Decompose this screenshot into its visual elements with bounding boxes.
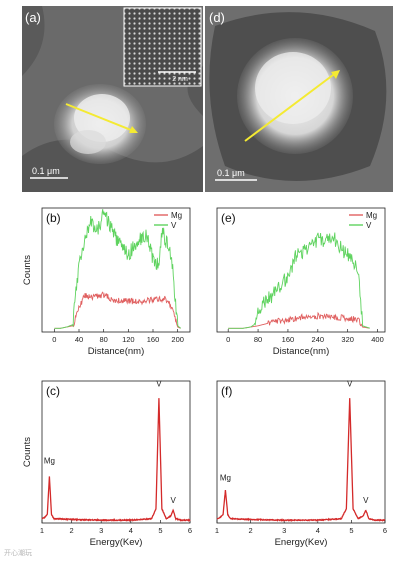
line-scan-arrow-d — [244, 71, 338, 142]
x-tick-label: 240 — [312, 335, 325, 344]
legend-label-v: V — [366, 221, 372, 230]
tem-image-a-canvas: 2 nm 0.1 μm (a) — [22, 6, 203, 192]
x-tick-label: 6 — [188, 526, 192, 535]
panel-label-d: (d) — [209, 10, 225, 25]
line-scan-chart-e: 0 80 160 240 320 400 Distance(nm) Counts (e) MgV — [205, 207, 386, 357]
panel-label-b: (b) — [46, 211, 61, 225]
series-line-spectrum — [41, 398, 191, 523]
peak-label: V — [363, 496, 369, 505]
y-axis-label: Counts — [22, 255, 33, 285]
series-line-v — [54, 209, 181, 329]
watermark: 开心潮玩 — [4, 549, 32, 557]
x-tick-label: 3 — [99, 526, 103, 535]
plot-frame — [41, 380, 191, 524]
plot-panel-b: 0 40 80 120 160 200 Distance(nm) Counts (b) Mg V — [10, 200, 200, 372]
x-tick-label: 80 — [254, 335, 262, 344]
panel-label-f: (f) — [221, 384, 232, 398]
x-tick-label: 4 — [129, 526, 133, 535]
y-axis-label: Counts — [205, 437, 208, 467]
tem-image-d: 0.1 μm (d) — [205, 6, 393, 192]
peak-label: V — [347, 380, 353, 389]
legend-label-v: V — [171, 221, 177, 230]
peak-label: V — [156, 380, 162, 389]
legend-label-mg: Mg — [171, 211, 182, 220]
x-tick-label: 400 — [371, 335, 384, 344]
series-line-mg — [54, 291, 181, 329]
peak-label: V — [170, 496, 176, 505]
x-tick-label: 5 — [349, 526, 353, 535]
panel-label-c: (c) — [46, 384, 60, 398]
x-tick-label: 40 — [75, 335, 83, 344]
x-tick-label: 3 — [282, 526, 286, 535]
plot-panel-c: 1 2 3 4 5 6 Energy(Kev) Counts (c) Mg V V — [10, 375, 200, 553]
x-tick-label: 160 — [282, 335, 295, 344]
x-axis-label: Distance(nm) — [273, 346, 330, 357]
x-tick-label: 80 — [99, 335, 107, 344]
x-tick-label: 4 — [316, 526, 320, 535]
legend-label-mg: Mg — [366, 211, 377, 220]
tem-image-d-canvas: 0.1 μm (d) — [205, 6, 393, 192]
eds-chart-c: 1 2 3 4 5 6 Energy(Kev) Counts (c) Mg V V — [22, 380, 192, 548]
series-line-mg — [228, 311, 370, 329]
tem-image-a: 2 nm 0.1 μm (a) — [22, 6, 203, 192]
line-scan-arrow-a — [65, 103, 137, 133]
plot-frame — [216, 207, 386, 333]
series-line-v — [228, 232, 370, 329]
panel-label-a: (a) — [25, 10, 41, 25]
x-tick-label: 6 — [383, 526, 387, 535]
x-tick-label: 2 — [70, 526, 74, 535]
x-tick-label: 0 — [52, 335, 56, 344]
plot-panel-f: 1 2 3 4 5 6 Energy(Kev) Counts (f) Mg V V — [205, 375, 395, 553]
scale-label-d: 0.1 μm — [217, 168, 245, 178]
x-tick-label: 1 — [215, 526, 219, 535]
scale-label-a: 0.1 μm — [32, 166, 60, 176]
peak-label: Mg — [44, 456, 55, 465]
x-axis-label: Energy(Kev) — [90, 537, 143, 548]
plot-frame — [216, 380, 386, 524]
y-axis-label: Counts — [22, 437, 33, 467]
x-tick-label: 160 — [147, 335, 160, 344]
x-tick-label: 320 — [341, 335, 354, 344]
y-axis-label: Counts — [205, 255, 208, 285]
inset-scale-label: 2 nm — [172, 76, 188, 83]
x-tick-label: 120 — [122, 335, 135, 344]
line-scan-chart-b: 0 40 80 120 160 200 Distance(nm) Counts (b) MgV — [22, 207, 191, 357]
x-tick-label: 200 — [171, 335, 184, 344]
plot-panel-e: 0 80 160 240 320 400 Distance(nm) Counts (e) Mg V — [205, 200, 395, 372]
x-axis-label: Energy(Kev) — [275, 537, 328, 548]
eds-chart-f: 1 2 3 4 5 6 Energy(Kev) Counts (f) Mg V V — [205, 380, 387, 548]
inset-hrtem — [124, 8, 201, 86]
x-tick-label: 5 — [158, 526, 162, 535]
peak-label: Mg — [220, 473, 231, 482]
panel-label-e: (e) — [221, 211, 236, 225]
x-tick-label: 0 — [226, 335, 230, 344]
plot-frame — [41, 207, 191, 333]
series-line-spectrum — [216, 398, 386, 523]
x-tick-label: 1 — [40, 526, 44, 535]
x-axis-label: Distance(nm) — [88, 346, 145, 357]
x-tick-label: 2 — [249, 526, 253, 535]
